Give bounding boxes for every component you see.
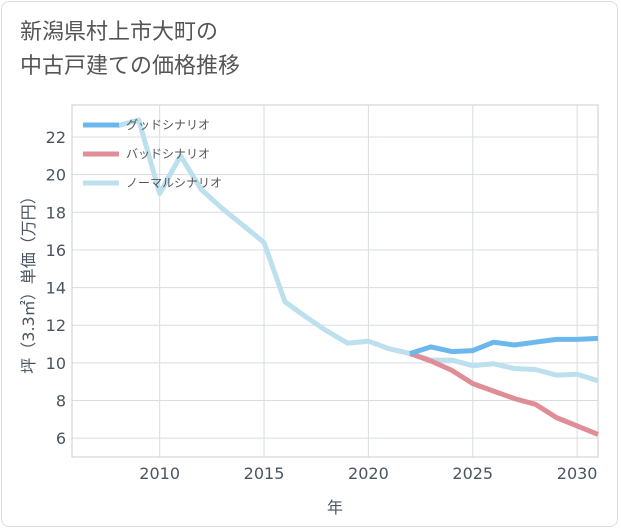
y-tick-label: 10 (46, 354, 66, 373)
y-tick-label: 16 (46, 241, 66, 260)
plot-area-border (71, 104, 599, 458)
series-lines (117, 117, 599, 437)
x-axis-label: 年 (327, 498, 343, 517)
legend-label: グッドシナリオ (126, 118, 210, 132)
normal-scenario-line (117, 117, 599, 384)
chart-title-line-1: 新潟県村上市大町の (20, 20, 219, 45)
x-tick-label: 2010 (139, 464, 180, 483)
x-tick-label: 2025 (452, 464, 493, 483)
legend-label: ノーマルシナリオ (126, 176, 222, 190)
x-tick-label: 2020 (348, 464, 389, 483)
y-tick-label: 22 (46, 128, 66, 147)
y-tick-label: 18 (46, 203, 66, 222)
y-axis-label: 坪（3.3㎡）単価（万円） (19, 188, 38, 373)
chart-title-line-2: 中古戸建ての価格推移 (20, 54, 241, 79)
x-tick-label: 2015 (244, 464, 285, 483)
y-tick-label: 6 (56, 429, 66, 448)
grid (72, 105, 598, 457)
chart-title: 新潟県村上市大町の 中古戸建ての価格推移 (20, 16, 240, 84)
legend-good-scenario: グッドシナリオ (83, 118, 210, 132)
x-axis: 2010 2015 2020 2025 2030 (139, 464, 597, 483)
bad-scenario-line (409, 351, 599, 437)
y-axis: 6 8 10 12 14 16 18 20 22 (46, 128, 66, 448)
good-scenario-line (409, 335, 599, 356)
y-tick-label: 12 (46, 316, 66, 335)
legend-normal-scenario: ノーマルシナリオ (83, 176, 222, 190)
legend-bad-scenario: バッドシナリオ (83, 147, 210, 161)
y-tick-label: 20 (46, 166, 66, 185)
y-tick-label: 14 (46, 279, 66, 298)
legend-label: バッドシナリオ (126, 147, 210, 161)
y-tick-label: 8 (56, 392, 66, 411)
x-tick-label: 2030 (557, 464, 598, 483)
